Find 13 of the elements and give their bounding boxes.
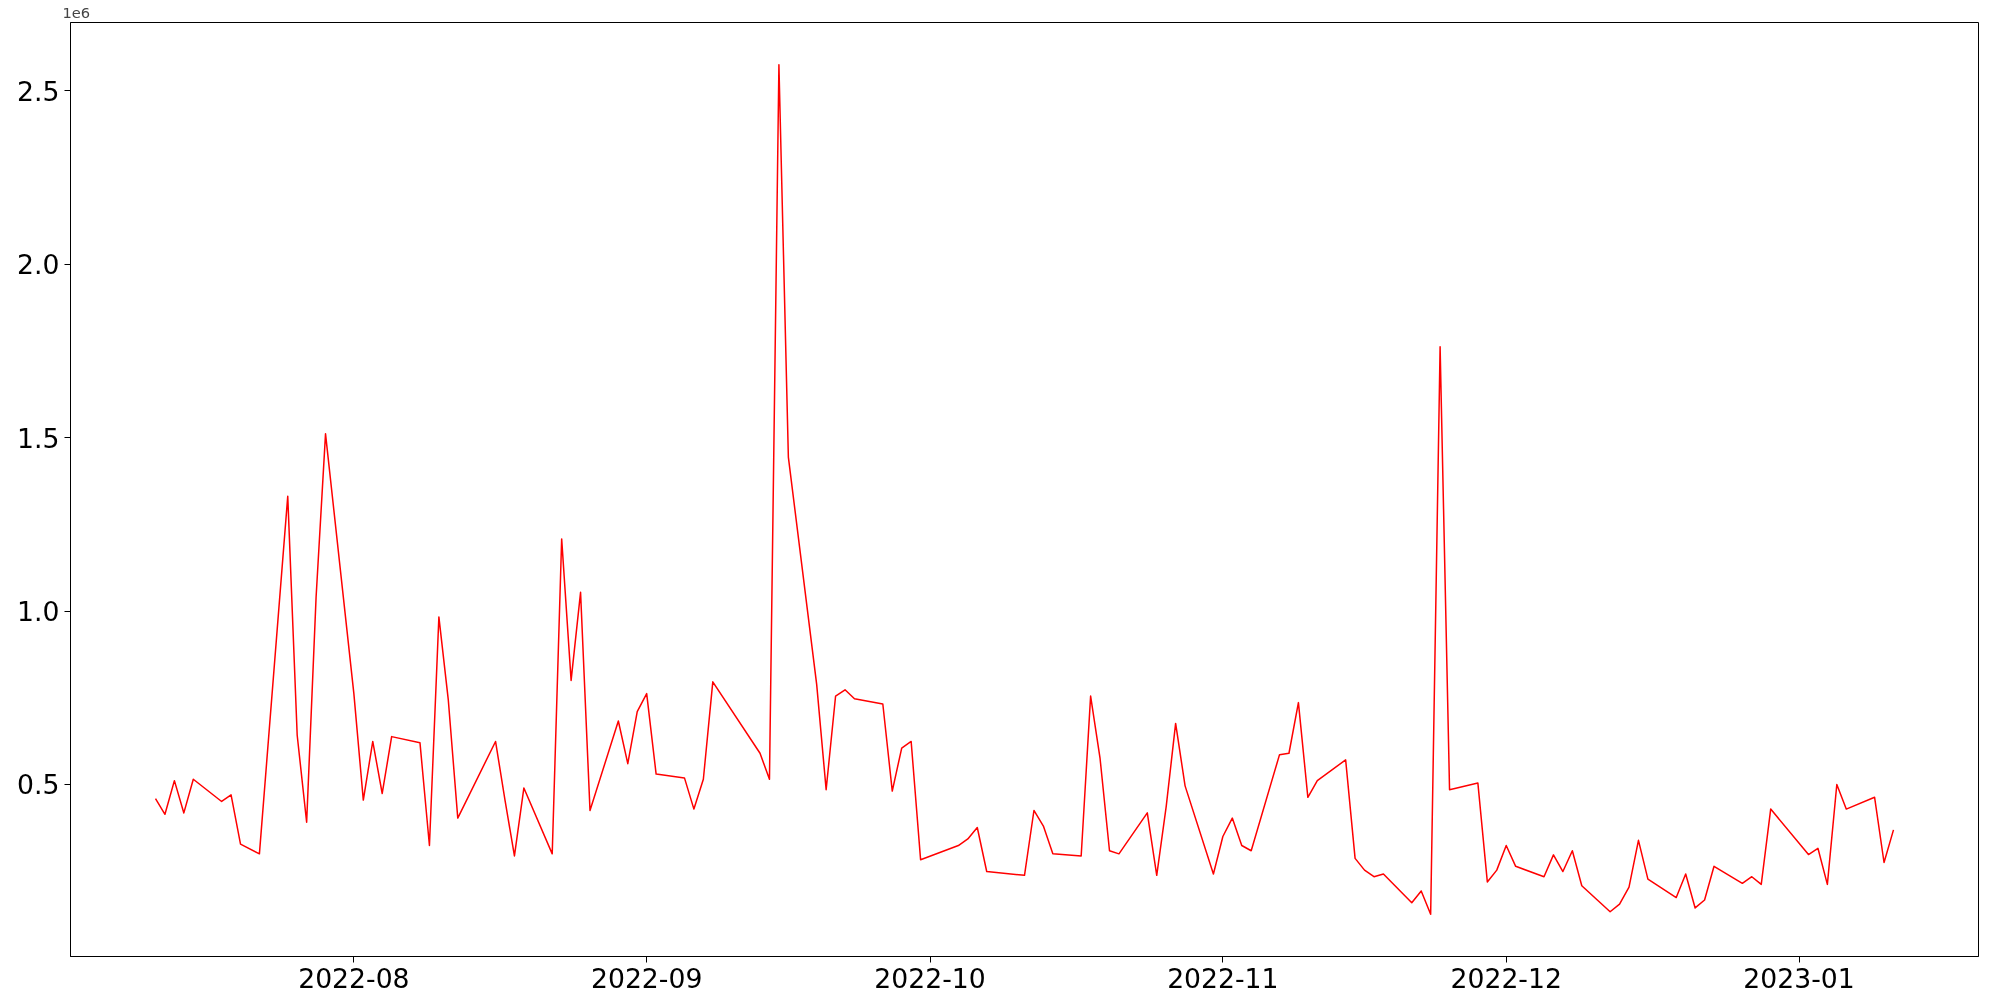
- x-tick-label: 2022-09: [590, 962, 703, 994]
- x-tick-label: 2022-08: [298, 962, 410, 994]
- text: 1e6: [62, 3, 91, 21]
- y-tick-label: 1.5: [17, 422, 60, 454]
- y-tick-label: 2.5: [17, 75, 60, 107]
- y-tick-label: 0.5: [17, 769, 60, 801]
- x-tick-label: 2023-01: [1743, 962, 1855, 994]
- x-tick-label: 2022-10: [874, 962, 986, 994]
- y-tick-label: 1.0: [17, 596, 60, 628]
- x-tick-label: 2022-12: [1450, 962, 1562, 994]
- y-tick-label: 2.0: [17, 249, 60, 281]
- x-tick-label: 2022-11: [1167, 962, 1279, 994]
- line-series: [154, 64, 1895, 915]
